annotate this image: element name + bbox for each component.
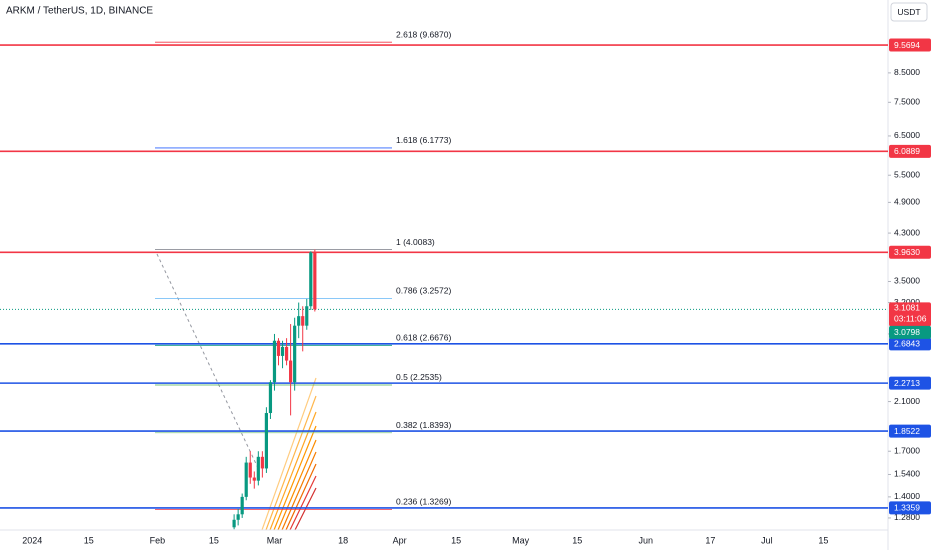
- price-badge-label: 3.0798: [894, 327, 920, 337]
- countdown-label: 03:11:06: [894, 314, 927, 324]
- fib-label: 0.382 (1.8393): [396, 420, 451, 430]
- price-badge: [889, 325, 931, 339]
- x-tick-label: 17: [705, 535, 715, 545]
- price-badge: [889, 144, 931, 158]
- candle-body: [232, 519, 236, 528]
- price-badge-label: 1.8522: [894, 426, 920, 436]
- price-badge-label: 3.9630: [894, 247, 920, 257]
- price-badge-label: 2.2713: [894, 378, 920, 388]
- y-tick-label: 1.4000: [894, 491, 920, 501]
- candle-body: [284, 346, 289, 361]
- y-tick-label: 8.5000: [894, 67, 920, 77]
- x-tick-label: 15: [451, 535, 461, 545]
- fib-label: 0.618 (2.6676): [396, 333, 451, 343]
- x-tick-label: Feb: [150, 535, 166, 545]
- price-badge-label: 1.3359: [894, 503, 920, 513]
- price-badge: [889, 38, 931, 52]
- fib-label: 1.618 (6.1773): [396, 135, 451, 145]
- candle-body: [252, 477, 256, 481]
- x-tick-label: Jun: [639, 535, 654, 545]
- y-tick-label: 7.5000: [894, 97, 920, 107]
- y-tick-label: 1.5400: [894, 469, 920, 479]
- price-badge: [889, 245, 931, 259]
- fib-label: 1 (4.0083): [396, 237, 435, 247]
- candle-body: [289, 360, 293, 383]
- candle-body: [293, 325, 297, 383]
- x-tick-label: 15: [572, 535, 582, 545]
- price-badge: [889, 302, 931, 327]
- candle-body: [240, 496, 244, 515]
- candle-body: [260, 456, 264, 469]
- candle-body: [309, 252, 313, 307]
- price-badge: [889, 337, 931, 351]
- x-tick-label: 18: [338, 535, 348, 545]
- fan-line: [294, 487, 317, 531]
- y-tick-label: 4.3000: [894, 227, 920, 237]
- currency-label: USDT: [897, 7, 920, 17]
- price-badge-label: 9.5694: [894, 40, 920, 50]
- currency-button[interactable]: [890, 2, 928, 22]
- fan-line: [285, 463, 317, 531]
- y-tick-label: 3.2000: [894, 297, 920, 307]
- x-tick-label: 15: [818, 535, 828, 545]
- x-tick-label: 15: [209, 535, 219, 545]
- y-tick-label: 3.5000: [894, 276, 920, 286]
- fib-label: 0.786 (3.2572): [396, 286, 451, 296]
- fan-line: [277, 439, 317, 531]
- fib-label: 2.618 (9.6870): [396, 29, 451, 39]
- y-tick-label: 6.5000: [894, 130, 920, 140]
- candle-body: [280, 346, 285, 356]
- candle-body: [297, 316, 301, 326]
- candle-body: [313, 252, 317, 310]
- price-badge: [889, 501, 931, 515]
- candle-body: [305, 306, 309, 326]
- candle-body: [268, 382, 273, 414]
- x-tick-label: 15: [84, 535, 94, 545]
- x-tick-label: May: [512, 535, 530, 545]
- candle-body: [264, 413, 268, 469]
- fan-line: [281, 451, 317, 531]
- x-tick-label: Apr: [393, 535, 407, 545]
- x-tick-label: Mar: [267, 535, 283, 545]
- y-tick-label: 4.9000: [894, 197, 920, 207]
- fib-label: 0.236 (1.3269): [396, 497, 451, 507]
- fib-label: 0.5 (2.2535): [396, 372, 442, 382]
- y-tick-label: 2.1000: [894, 396, 920, 406]
- fan-line: [273, 425, 317, 531]
- candle-body: [236, 514, 240, 520]
- symbol-title: ARKM / TetherUS, 1D, BINANCE: [6, 6, 153, 17]
- x-tick-label: Jul: [761, 535, 773, 545]
- fan-line: [261, 377, 317, 531]
- price-badge-label: 2.6843: [894, 339, 920, 349]
- candle-body: [244, 462, 248, 497]
- y-tick-label: 5.5000: [894, 169, 920, 179]
- x-tick-label: 2024: [22, 535, 42, 545]
- candle-body: [248, 462, 252, 478]
- y-tick-label: 1.2800: [894, 512, 920, 522]
- price-badge-label: 6.0889: [894, 146, 920, 156]
- candle-body: [272, 340, 277, 383]
- last-price-label: 3.1081: [894, 303, 920, 313]
- candle-body: [256, 456, 260, 481]
- candle-body: [301, 316, 305, 326]
- fan-line: [289, 475, 317, 531]
- candle-body: [276, 340, 281, 356]
- price-badge: [889, 376, 931, 390]
- price-badge: [889, 424, 931, 438]
- y-tick-label: 1.7000: [894, 445, 920, 455]
